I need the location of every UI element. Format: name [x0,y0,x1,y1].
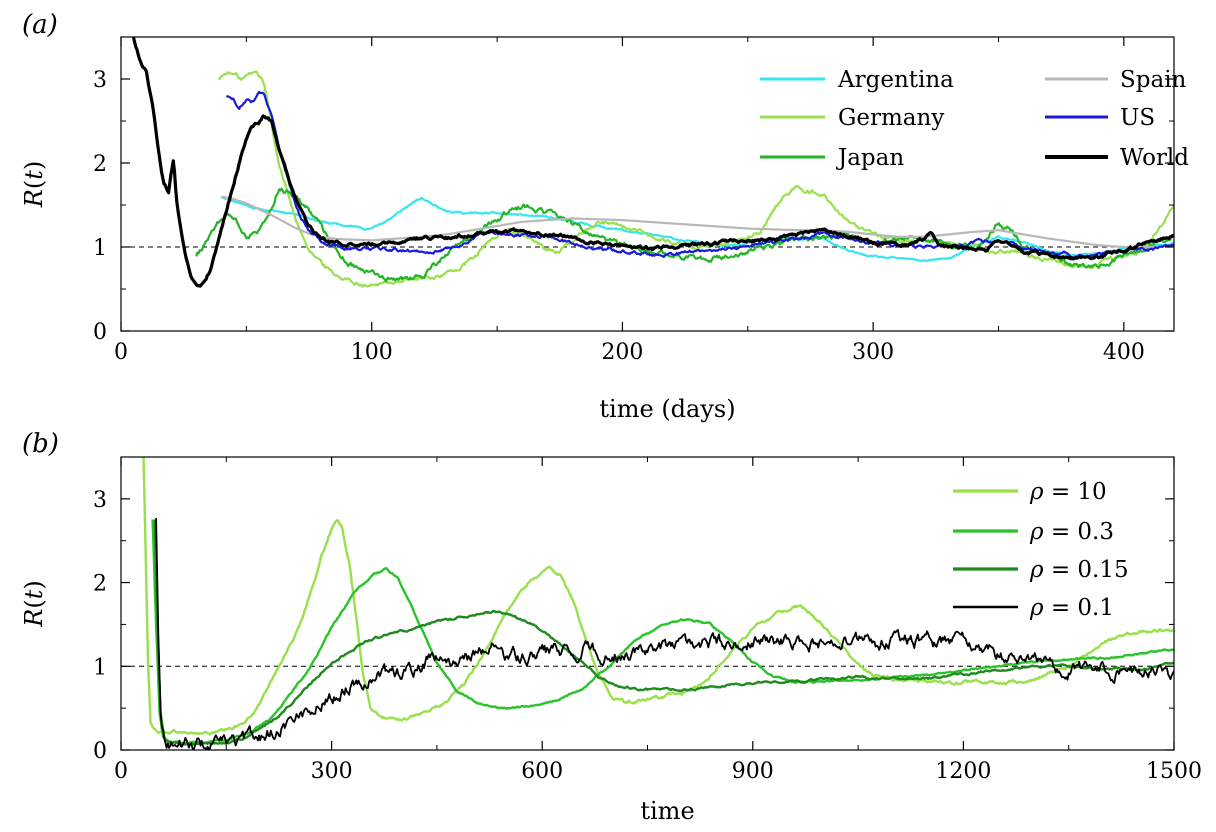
y-axis-label: R(t) [20,161,48,208]
series-line-us [226,91,1174,259]
y-tick-label: 0 [93,320,107,345]
panel-a: (a) 0 100 200 300 400 0 1 2 3 time (days) R(t) Argen… [20,10,1189,423]
series-line-japan [195,187,1174,283]
x-tick-label: 400 [1103,340,1145,365]
series-line--0-3 [151,519,1174,746]
legend-item: Argentina [760,67,954,93]
y-tick-label: 3 [93,68,107,93]
x-tick-label: 0 [114,759,128,784]
legend-label: ρ = 0.15 [1029,557,1129,583]
x-tick-label: 100 [351,340,393,365]
legend-label: ρ = 0.1 [1029,595,1114,621]
y-tick-label: 1 [93,655,107,680]
x-tick-label: 300 [311,759,353,784]
legend-item: Japan [760,145,904,171]
panel-label: (a) [22,10,58,40]
legend-label: Germany [838,105,944,131]
legend-item: World [1045,145,1189,171]
legend-label: ρ = 10 [1029,479,1107,505]
plot-frame [120,36,1175,332]
legend-item: US [1045,105,1155,131]
x-tick-label: 300 [852,340,894,365]
x-tick-label: 1500 [1146,759,1202,784]
x-axis-label: time (days) [599,395,735,423]
y-tick-label: 2 [93,572,107,597]
legend-label: Spain [1120,67,1187,93]
legend-label: Japan [836,145,904,171]
legend: Argentina Germany Japan Spain US World [760,67,1189,171]
x-tick-label: 1200 [935,759,991,784]
legend-label: World [1120,145,1189,171]
plot-area [131,37,1174,288]
legend-label: ρ = 0.3 [1029,519,1114,545]
series-line-argentina [220,195,1174,262]
x-tick-label: 0 [114,340,128,365]
series-line--0-15 [153,519,1174,746]
legend: ρ = 10 ρ = 0.3 ρ = 0.15 ρ = 0.1 [953,479,1129,621]
x-tick-label: 600 [521,759,563,784]
legend-item: Spain [1045,67,1187,93]
x-tick-label: 200 [601,340,643,365]
y-tick-label: 0 [93,739,107,764]
legend-item: ρ = 0.15 [953,557,1129,583]
series-line--10 [142,457,1174,736]
series-line-spain [221,195,1174,249]
series-line-world [131,37,1174,288]
legend-item: Germany [760,105,944,131]
y-tick-label: 3 [93,488,107,513]
legend-item: ρ = 0.1 [953,595,1114,621]
plot-frame [120,456,1175,751]
series-line-germany [217,70,1174,288]
legend-label: US [1120,105,1155,131]
x-tick-label: 900 [732,759,774,784]
legend-item: ρ = 10 [953,479,1107,505]
y-tick-label: 2 [93,152,107,177]
y-tick-label: 1 [93,236,107,261]
legend-item: ρ = 0.3 [953,519,1114,545]
panel-label: (b) [22,429,59,459]
series-line--0-1 [155,518,1174,750]
x-axis-label: time [640,797,694,825]
plot-area [142,457,1174,750]
y-axis-label: R(t) [20,580,48,627]
legend-label: Argentina [837,67,954,93]
